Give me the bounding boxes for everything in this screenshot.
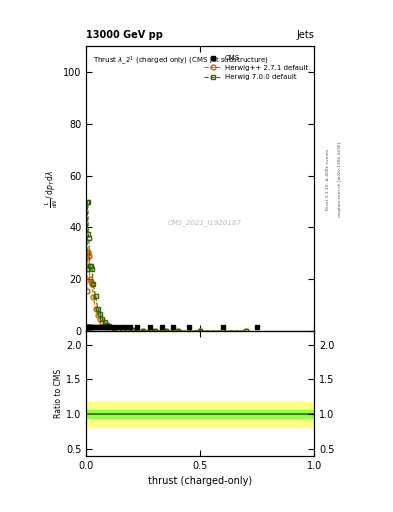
Y-axis label: $\frac{1}{\mathrm{d}N}\,/\,\mathrm{d}p_T\,\mathrm{d}\lambda$: $\frac{1}{\mathrm{d}N}\,/\,\mathrm{d}p_T… [44,169,61,208]
X-axis label: thrust (charged-only): thrust (charged-only) [149,476,252,486]
Legend: CMS, Herwig++ 2.7.1 default, Herwig 7.0.0 default: CMS, Herwig++ 2.7.1 default, Herwig 7.0.… [201,52,311,83]
Text: CMS_2021_I1920187: CMS_2021_I1920187 [168,219,242,226]
Text: Thrust $\lambda\_2^1$ (charged only) (CMS jet substructure): Thrust $\lambda\_2^1$ (charged only) (CM… [93,55,269,68]
Text: Jets: Jets [297,30,314,40]
Text: Rivet 3.1.10, ≥ 400k events: Rivet 3.1.10, ≥ 400k events [326,148,330,210]
Y-axis label: Ratio to CMS: Ratio to CMS [55,369,63,418]
Text: 13000 GeV pp: 13000 GeV pp [86,30,163,40]
Text: mcplots.cern.ch [arXiv:1306.3436]: mcplots.cern.ch [arXiv:1306.3436] [338,142,342,217]
